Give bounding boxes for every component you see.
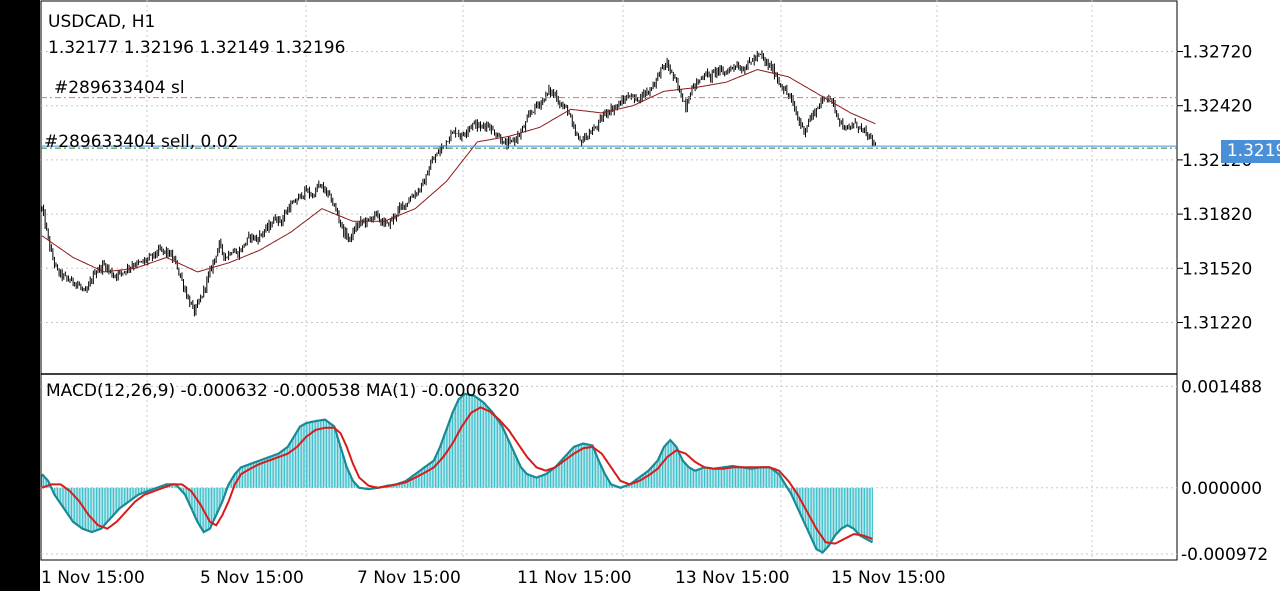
macd-tick-label: 0.001488: [1181, 377, 1262, 397]
price-tick-label: 1.31220: [1182, 314, 1252, 334]
macd-histogram-group: [41, 393, 873, 553]
macd-line: [41, 392, 873, 554]
candles-group: [41, 50, 876, 317]
moving-average-line: [41, 69, 876, 273]
price-tick-label: 1.32420: [1182, 97, 1252, 117]
x-tick-label: 1 Nov 15:00: [41, 568, 145, 588]
price-tick-label: 1.31520: [1182, 259, 1252, 279]
order-label: #289633404 sell, 0.02: [44, 132, 239, 152]
macd-tick-label: 0.000000: [1181, 479, 1262, 499]
price-tick-label: 1.31820: [1182, 205, 1252, 225]
plot-frame: [40, 0, 1178, 561]
macd-title: MACD(12,26,9) -0.000632 -0.000538 MA(1) …: [46, 381, 520, 401]
current-price-tag: 1.32196: [1221, 140, 1280, 163]
chart-canvas[interactable]: 1.327201.324201.321201.318201.315201.312…: [40, 0, 1280, 591]
x-tick-label: 11 Nov 15:00: [517, 568, 632, 588]
stop-loss-label: #289633404 sl: [54, 78, 185, 98]
ohlc-readout: 1.32177 1.32196 1.32149 1.32196: [48, 38, 346, 58]
x-tick-label: 7 Nov 15:00: [357, 568, 461, 588]
x-tick-label: 13 Nov 15:00: [675, 568, 790, 588]
symbol-timeframe: USDCAD, H1: [48, 12, 156, 32]
x-tick-label: 15 Nov 15:00: [831, 568, 946, 588]
macd-tick-label: -0.000972: [1181, 545, 1268, 565]
chart-window[interactable]: 1.32720 1.32420 1.32120 1.31820 1.31520 1.312…: [40, 0, 1280, 591]
x-tick-label: 5 Nov 15:00: [200, 568, 304, 588]
price-tick-label: 1.32720: [1182, 42, 1252, 62]
signal-line: [41, 406, 873, 545]
